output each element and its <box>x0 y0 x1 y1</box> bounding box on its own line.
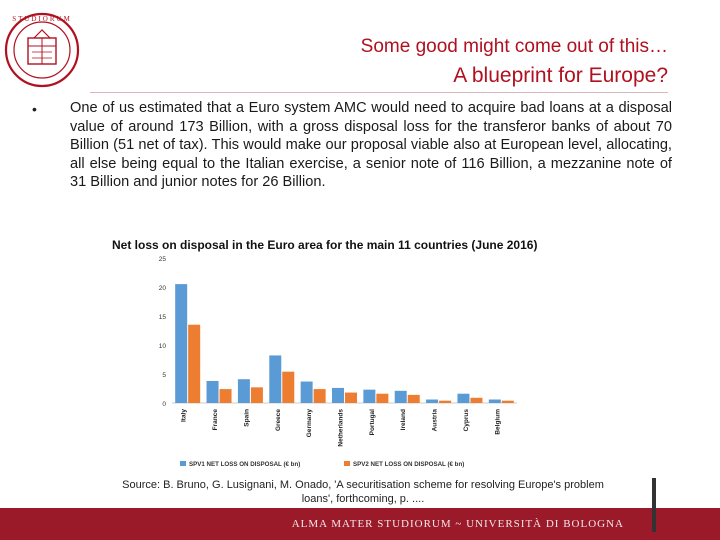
bar-spv2-france <box>219 389 232 403</box>
bar-spv1-greece <box>269 355 282 403</box>
x-category-label: Germany <box>306 409 313 438</box>
footer-bar: ALMA MATER STUDIORUM ~ UNIVERSITÀ DI BOL… <box>0 508 720 540</box>
bar-spv1-netherlands <box>332 387 344 403</box>
bar-spv2-greece <box>282 371 295 403</box>
body-paragraph: One of us estimated that a Euro system A… <box>70 100 672 190</box>
y-tick-label: 10 <box>159 343 167 350</box>
x-category-label: Greece <box>275 409 282 431</box>
x-category-label: Netherlands <box>338 409 345 447</box>
bar-spv1-portugal <box>363 389 376 403</box>
bar-spv2-cyprus <box>470 397 483 403</box>
bar-spv2-spain <box>250 387 263 403</box>
x-category-label: France <box>212 409 219 431</box>
legend-swatch <box>180 461 186 466</box>
x-category-label: Cyprus <box>463 409 470 432</box>
svg-text:STUDIORUM: STUDIORUM <box>12 15 72 23</box>
bullet-marker: • <box>32 101 37 117</box>
footer-university-name: ALMA MATER STUDIORUM ~ UNIVERSITÀ DI BOL… <box>291 518 624 530</box>
bar-spv1-austria <box>426 399 439 403</box>
slide-title-line2: A blueprint for Europe? <box>453 64 668 87</box>
bar-spv1-ireland <box>394 390 407 403</box>
bar-spv1-spain <box>237 379 250 403</box>
bar-spv1-cyprus <box>457 393 470 403</box>
x-category-label: Spain <box>243 409 250 427</box>
x-category-label: Italy <box>181 409 188 422</box>
bar-spv2-ireland <box>407 394 420 403</box>
x-category-label: Ireland <box>400 409 407 430</box>
bar-spv2-austria <box>439 400 452 403</box>
bar-chart: 0 5 10 15 20 25 Italy France Spain Greece Germany… <box>159 256 517 468</box>
bar-spv1-belgium <box>488 399 501 403</box>
x-category-label: Portugal <box>369 409 376 436</box>
footer-divider-mark <box>652 478 656 532</box>
y-tick-label: 20 <box>159 285 167 292</box>
y-tick-label: 5 <box>162 372 166 379</box>
y-tick-label: 25 <box>159 256 167 263</box>
y-tick-label: 0 <box>162 401 166 408</box>
y-tick-label: 15 <box>159 314 167 321</box>
legend-swatch <box>344 461 350 466</box>
bar-spv2-germany <box>313 389 326 403</box>
slide-title-line1: Some good might come out of this… <box>360 36 668 57</box>
legend-label: SPV2 NET LOSS ON DISPOSAL (€ bn) <box>353 461 464 468</box>
bar-spv2-netherlands <box>345 392 357 403</box>
title-divider <box>90 92 668 93</box>
legend-label: SPV1 NET LOSS ON DISPOSAL (€ bn) <box>189 461 300 468</box>
bar-spv2-italy <box>188 324 201 403</box>
bar-spv2-portugal <box>376 393 389 403</box>
university-seal-logo: STUDIORUM <box>4 12 80 88</box>
bar-spv1-germany <box>300 381 313 403</box>
bar-spv1-france <box>206 380 219 403</box>
bar-spv1-italy <box>175 284 188 403</box>
source-citation: Source: B. Bruno, G. Lusignani, M. Onado… <box>122 479 604 505</box>
x-category-label: Austria <box>432 409 439 432</box>
bar-spv2-belgium <box>501 400 514 403</box>
chart-caption: Net loss on disposal in the Euro area fo… <box>112 238 538 252</box>
x-category-label: Belgium <box>494 409 501 435</box>
